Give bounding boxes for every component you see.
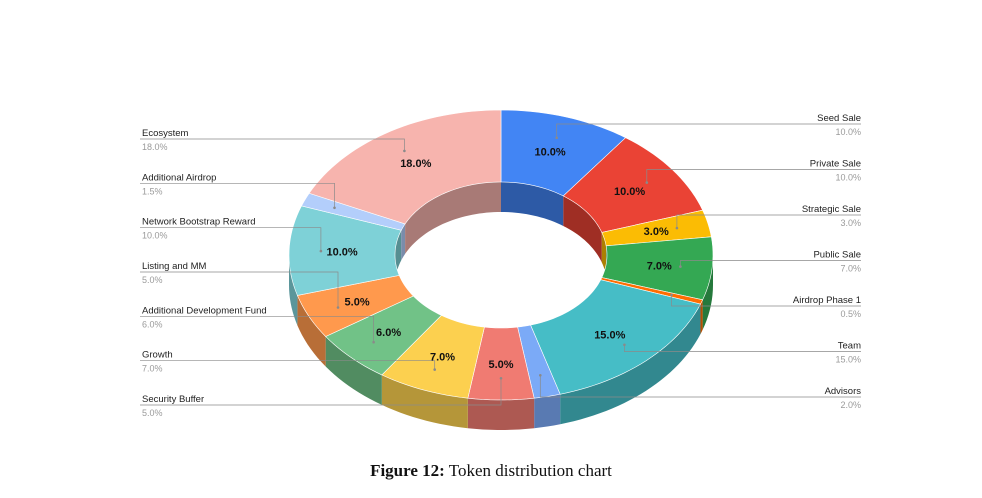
leader-dot-private-sale (645, 181, 649, 184)
leader-seed-sale (556, 123, 861, 138)
slice-label-team: 15.0% (594, 330, 625, 342)
legend-name-strategic-sale: Strategic Sale (802, 204, 861, 215)
leader-dot-network-bootstrap-reward (319, 249, 323, 253)
leader-dot-advisors (539, 374, 542, 377)
leader-strategic-sale (676, 214, 861, 229)
legend-pct-team: 15.0% (835, 355, 861, 365)
legend-name-additional-development-fund: Additional Development Fund (142, 305, 267, 316)
legend-name-public-sale: Public Sale (813, 250, 861, 261)
side-wall-additional-development-fund (325, 336, 382, 405)
leader-dot-public-sale (679, 265, 682, 268)
slice-labels: 10.0% 10.0% 3.0% 7.0% 15.0% 5.0% 7.0% 6.0% 5.0% 1… (142, 113, 861, 418)
leader-growth (140, 360, 436, 370)
inner-wall-seed-sale (501, 182, 564, 226)
slice-ecosystem (308, 109, 502, 225)
leader-additional-airdrop (140, 182, 335, 208)
legend-pct-seed-sale: 10.0% (835, 127, 861, 137)
leader-public-sale (680, 260, 861, 267)
legend-pct-ecosystem: 18.0% (142, 142, 168, 152)
legend-name-advisors: Advisors (825, 386, 862, 397)
legend-name-ecosystem: Ecosystem (142, 128, 189, 139)
donut-inner-walls (395, 182, 607, 285)
leader-advisors (539, 375, 861, 398)
slice-label-public-sale: 7.0% (647, 260, 672, 272)
legend-pct-public-sale: 7.0% (840, 264, 861, 274)
legend-name-growth: Growth (142, 350, 173, 361)
leader-dot-team (623, 343, 626, 347)
legend-pct-private-sale: 10.0% (835, 173, 861, 183)
leader-listing-and-mm (140, 271, 339, 308)
slice-label-strategic-sale: 3.0% (644, 226, 669, 238)
leader-lines (140, 123, 861, 406)
side-wall-public-sale (702, 255, 713, 330)
legend-pct-additional-airdrop: 1.5% (142, 186, 163, 196)
legend-name-network-bootstrap-reward: Network Bootstrap Reward (142, 217, 256, 228)
inner-wall-additional-airdrop (401, 223, 406, 261)
side-wall-security-buffer (467, 398, 535, 430)
slice-label-ecosystem: 18.0% (400, 158, 431, 170)
figure-caption: Figure 12: Token distribution chart (0, 461, 982, 481)
legend-pct-network-bootstrap-reward: 10.0% (142, 231, 168, 241)
inner-wall-private-sale (563, 195, 602, 263)
leader-dot-strategic-sale (675, 226, 679, 230)
side-wall-listing-and-mm (297, 295, 326, 367)
slice-label-growth: 7.0% (430, 351, 455, 363)
leader-ecosystem (140, 138, 405, 151)
donut-top-faces (288, 109, 714, 401)
slice-label-security-buffer: 5.0% (488, 359, 513, 371)
leader-dot-listing-and-mm (336, 306, 340, 309)
slice-label-private-sale: 10.0% (614, 186, 645, 198)
leader-network-bootstrap-reward (140, 227, 322, 252)
side-wall-network-bootstrap-reward (289, 255, 298, 326)
slice-label-additional-development-fund: 6.0% (376, 327, 401, 339)
legend-pct-advisors: 2.0% (840, 400, 861, 410)
legend-name-private-sale: Private Sale (810, 159, 861, 170)
slice-label-listing-and-mm: 5.0% (345, 296, 370, 308)
legend-name-listing-and-mm: Listing and MM (142, 261, 207, 272)
legend-name-additional-airdrop: Additional Airdrop (142, 172, 216, 183)
donut-side-walls (289, 255, 713, 430)
leader-dot-ecosystem (403, 149, 406, 153)
inner-wall-ecosystem (405, 182, 501, 254)
legend-pct-security-buffer: 5.0% (142, 408, 163, 418)
leader-dot-security-buffer (499, 377, 503, 380)
figure-title: Token distribution chart (448, 461, 612, 480)
leader-dot-growth (433, 368, 437, 371)
legend-pct-airdrop-phase-1: 0.5% (840, 309, 861, 319)
side-wall-team (560, 304, 701, 425)
legend-pct-strategic-sale: 3.0% (840, 218, 861, 228)
leader-team (624, 344, 861, 352)
inner-wall-strategic-sale (601, 232, 607, 276)
side-wall-airdrop-phase-1 (700, 299, 703, 335)
leader-dot-airdrop-phase-1 (670, 293, 673, 297)
leader-dot-additional-airdrop (333, 206, 336, 210)
side-wall-growth (381, 374, 468, 429)
leader-dot-additional-development-fund (372, 340, 375, 344)
figure-number: Figure 12: (370, 461, 445, 480)
legend-name-security-buffer: Security Buffer (142, 394, 204, 405)
slice-label-network-bootstrap-reward: 10.0% (326, 247, 357, 259)
legend-pct-listing-and-mm: 5.0% (142, 275, 163, 285)
legend-name-team: Team (838, 341, 861, 352)
side-wall-advisors (534, 394, 561, 429)
leader-security-buffer (140, 378, 502, 406)
legend-pct-additional-development-fund: 6.0% (142, 319, 163, 329)
slice-label-seed-sale: 10.0% (534, 146, 565, 158)
legend-pct-growth: 7.0% (142, 364, 163, 374)
leader-additional-development-fund (140, 315, 374, 343)
legend-name-seed-sale: Seed Sale (817, 113, 861, 124)
leader-airdrop-phase-1 (671, 294, 861, 307)
leader-dot-seed-sale (555, 136, 558, 140)
legend-name-airdrop-phase-1: Airdrop Phase 1 (793, 295, 861, 306)
leader-private-sale (646, 169, 861, 183)
